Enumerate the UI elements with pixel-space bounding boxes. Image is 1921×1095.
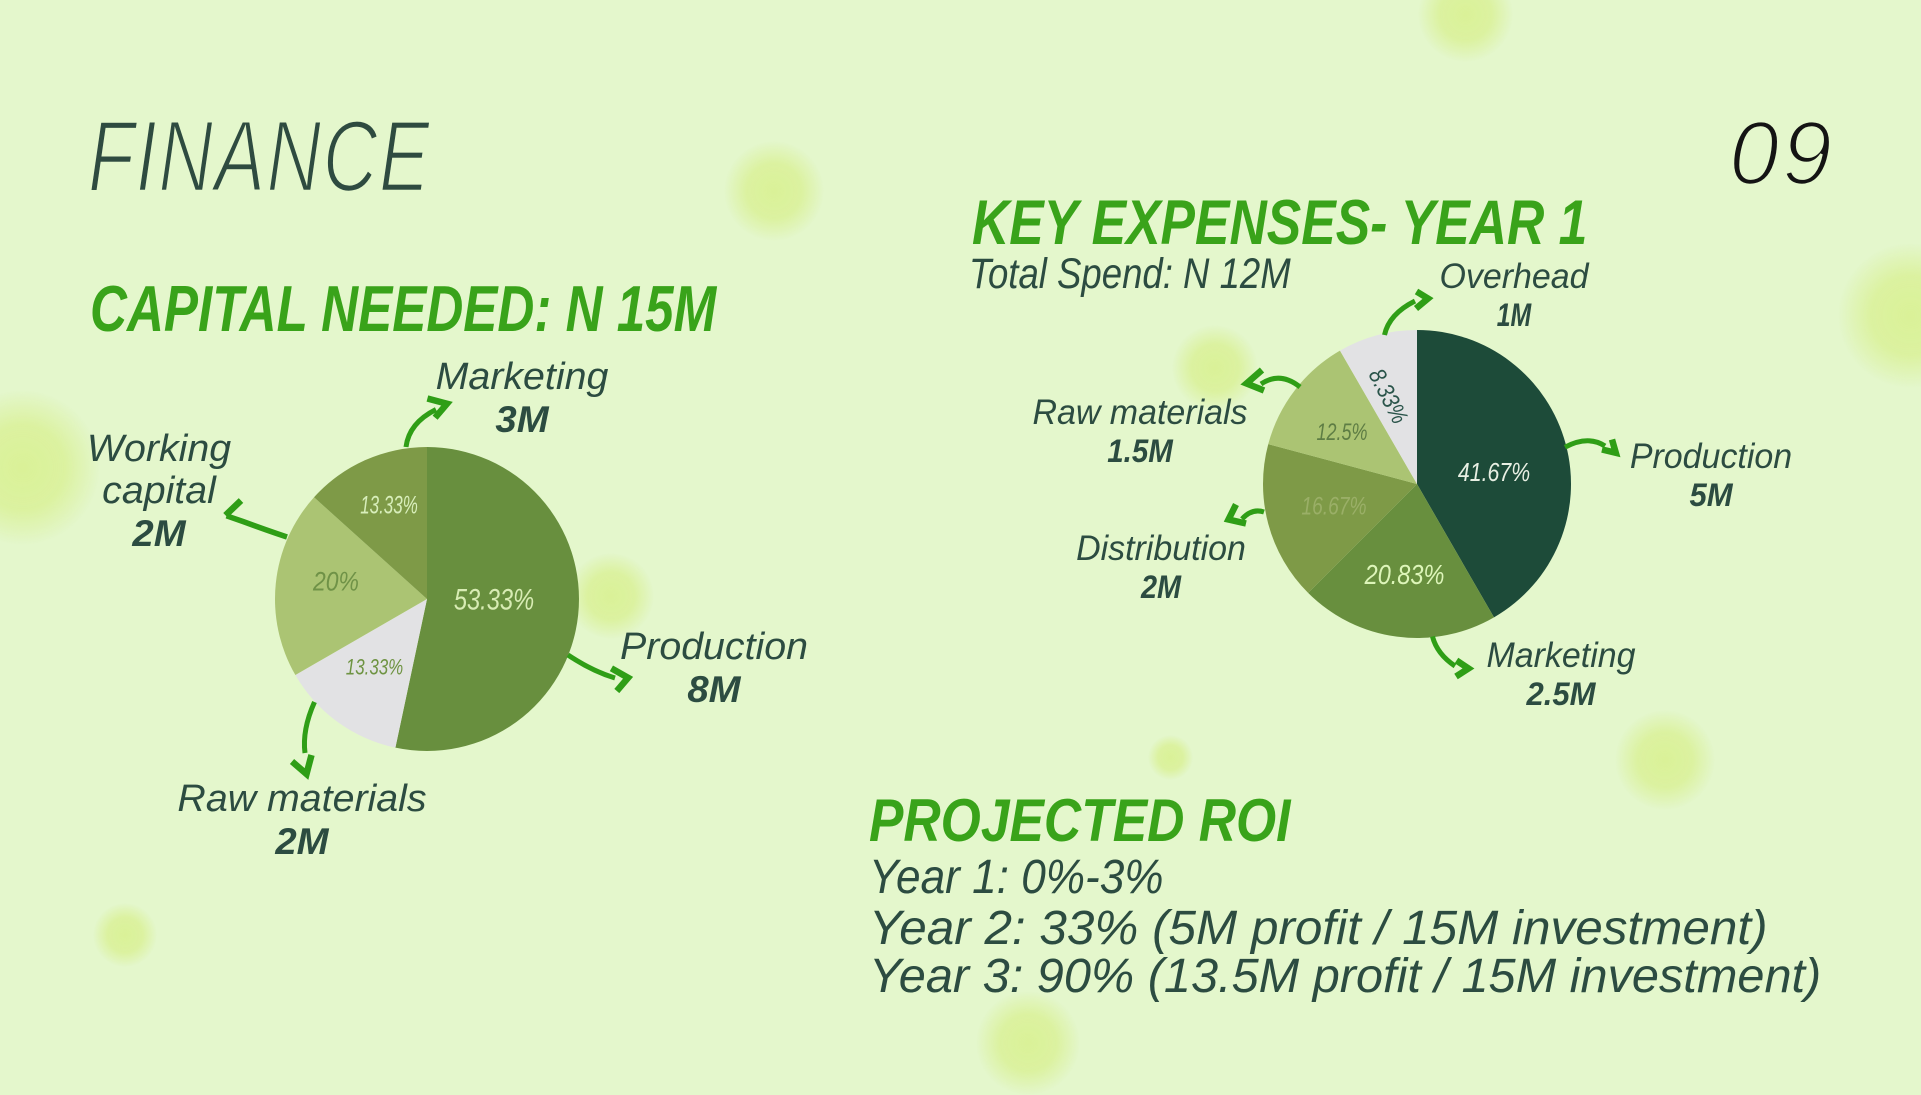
svg-text:20%: 20% [312, 567, 359, 597]
svg-text:13.33%: 13.33% [346, 656, 403, 681]
svg-text:20.83%: 20.83% [1364, 560, 1445, 590]
svg-text:16.67%: 16.67% [1301, 492, 1366, 520]
svg-text:13.33%: 13.33% [360, 491, 418, 519]
svg-text:41.67%: 41.67% [1458, 458, 1530, 488]
svg-text:12.5%: 12.5% [1316, 419, 1367, 445]
svg-text:53.33%: 53.33% [454, 583, 534, 616]
